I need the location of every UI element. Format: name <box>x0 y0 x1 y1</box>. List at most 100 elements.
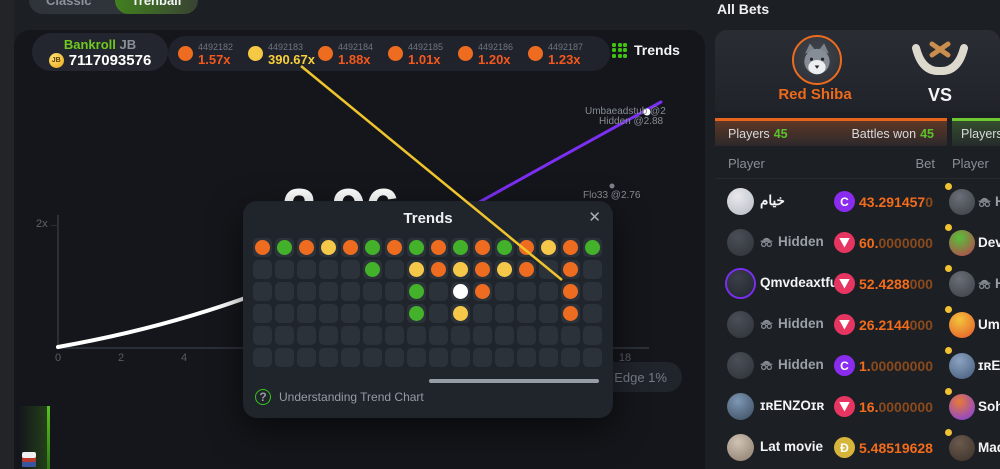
bet-amount: 26.2144000 <box>859 317 933 333</box>
bankroll-card[interactable]: Bankroll JB JB 7117093576 <box>32 33 168 71</box>
history-item-text: 4492186 1.20x <box>478 42 513 66</box>
trend-cell <box>495 260 514 279</box>
history-item-text: 4492185 1.01x <box>408 42 443 66</box>
trend-cell <box>297 282 316 301</box>
trend-cell <box>363 260 382 279</box>
bet-row[interactable]: Hidden 60.0000000 <box>713 222 945 263</box>
bet-amount-main: 26.2144 <box>859 317 910 333</box>
trend-cell <box>451 282 470 301</box>
player-name-text: ɪʀENZOɪʀ <box>760 398 825 413</box>
round-id: 4492183 <box>268 41 304 52</box>
trend-grid-scrollbar[interactable] <box>429 379 599 383</box>
trend-dot <box>431 240 446 255</box>
trend-cell <box>429 326 448 345</box>
bet-row-right[interactable]: Dev <box>940 222 1000 263</box>
round-multiplier: 390.67x <box>268 51 315 67</box>
avatar <box>727 270 754 297</box>
player-name: H <box>978 194 1000 209</box>
coin-icon-trx <box>834 273 855 294</box>
bet-row[interactable]: Hidden C 1.00000000 <box>713 345 945 386</box>
x-tick-label: 18 <box>618 352 632 364</box>
close-icon[interactable]: ✕ <box>588 209 601 226</box>
trend-dot <box>541 240 556 255</box>
history-item[interactable]: 4492184 1.88x <box>318 42 374 66</box>
history-item-text: 4492183 390.67x <box>268 42 315 66</box>
trend-cell <box>319 238 338 257</box>
player-name: Qmvdeaxtful <box>760 275 842 290</box>
trend-cell <box>517 348 536 367</box>
trends-button-label: Trends <box>634 42 680 58</box>
trend-cell <box>363 326 382 345</box>
avatar <box>949 312 975 338</box>
trend-cell <box>517 304 536 323</box>
trend-cell <box>451 304 470 323</box>
history-item[interactable]: 4492187 1.23x <box>528 42 584 66</box>
trend-cell <box>275 238 294 257</box>
trend-cell <box>385 304 404 323</box>
trend-cell <box>275 304 294 323</box>
bet-amount: 52.4288000 <box>859 276 933 292</box>
player-name-text: H <box>995 276 1000 291</box>
bet-amount-main: 5.48519628 <box>859 440 933 456</box>
player-name: Hidden <box>760 316 824 331</box>
trends-button[interactable]: Trends <box>612 42 680 58</box>
avatar <box>949 271 975 297</box>
history-item[interactable]: 4492183 390.67x <box>248 42 315 66</box>
team1-tab[interactable]: Players 45 Battles won 45 <box>715 118 947 146</box>
trend-cell <box>407 326 426 345</box>
history-item[interactable]: 4492185 1.01x <box>388 42 444 66</box>
trend-dot <box>519 240 534 255</box>
round-multiplier: 1.01x <box>408 51 441 67</box>
bet-row-right[interactable]: Mad <box>940 427 1000 468</box>
understanding-trend-chart-label: Understanding Trend Chart <box>279 390 424 404</box>
player-name: Soh <box>978 399 1000 414</box>
trend-dot <box>409 306 424 321</box>
bet-row[interactable]: Lat movie Đ 5.48519628 <box>713 427 945 468</box>
trend-cell <box>385 326 404 345</box>
trend-cell <box>363 348 382 367</box>
bankroll-label: Bankroll JB <box>63 37 137 52</box>
player-name-text: Lat movie <box>760 439 824 454</box>
avatar <box>949 435 975 461</box>
bet-row-right[interactable]: ɪʀEN <box>940 345 1000 386</box>
player-name-text: Um <box>978 317 1000 332</box>
player-name: H <box>978 276 1000 291</box>
bet-row-right[interactable]: H <box>940 263 1000 304</box>
trend-cell <box>253 348 272 367</box>
trend-cell <box>341 304 360 323</box>
bet-row-right[interactable]: Um <box>940 304 1000 345</box>
trend-cell <box>561 348 580 367</box>
round-dot <box>388 46 403 61</box>
game-mode-tabs: Classic Trenball <box>29 0 199 14</box>
tab-classic[interactable]: Classic <box>46 0 92 8</box>
trend-cell <box>341 348 360 367</box>
round-multiplier: 1.20x <box>478 51 511 67</box>
trend-cell <box>583 260 602 279</box>
bet-amount-trailing: 000 <box>909 317 933 333</box>
player-name-text: Hidden <box>778 316 824 331</box>
player-name-text: خيام <box>760 193 785 208</box>
bet-row[interactable]: خيام C 43.2914570 <box>713 181 945 222</box>
bet-row[interactable]: Qmvdeaxtful 52.4288000 <box>713 263 945 304</box>
player-name: ɪʀENZOɪʀ <box>760 398 824 413</box>
trend-cell <box>451 326 470 345</box>
player-name: Lat movie <box>760 439 823 454</box>
history-item[interactable]: 4492182 1.57x <box>178 42 234 66</box>
trend-dot <box>563 284 578 299</box>
player-name-text: Mad <box>978 440 1000 455</box>
trend-dot <box>497 262 512 277</box>
bet-row[interactable]: ɪʀENZOɪʀ 16.0000000 <box>713 386 945 427</box>
bet-row-right[interactable]: Soh <box>940 386 1000 427</box>
y-axis-label: 2x <box>36 218 48 230</box>
tab-trenball[interactable]: Trenball <box>114 0 199 14</box>
bet-amount: 5.48519628 <box>859 440 933 456</box>
coin-icon-cro: C <box>834 355 855 376</box>
bet-row[interactable]: Hidden 26.2144000 <box>713 304 945 345</box>
bet-column-header: Bet <box>915 156 935 171</box>
history-item[interactable]: 4492186 1.20x <box>458 42 514 66</box>
bet-row-right[interactable]: H <box>940 181 1000 222</box>
understanding-trend-chart-link[interactable]: ? Understanding Trend Chart <box>255 389 424 405</box>
trend-cell <box>297 238 316 257</box>
